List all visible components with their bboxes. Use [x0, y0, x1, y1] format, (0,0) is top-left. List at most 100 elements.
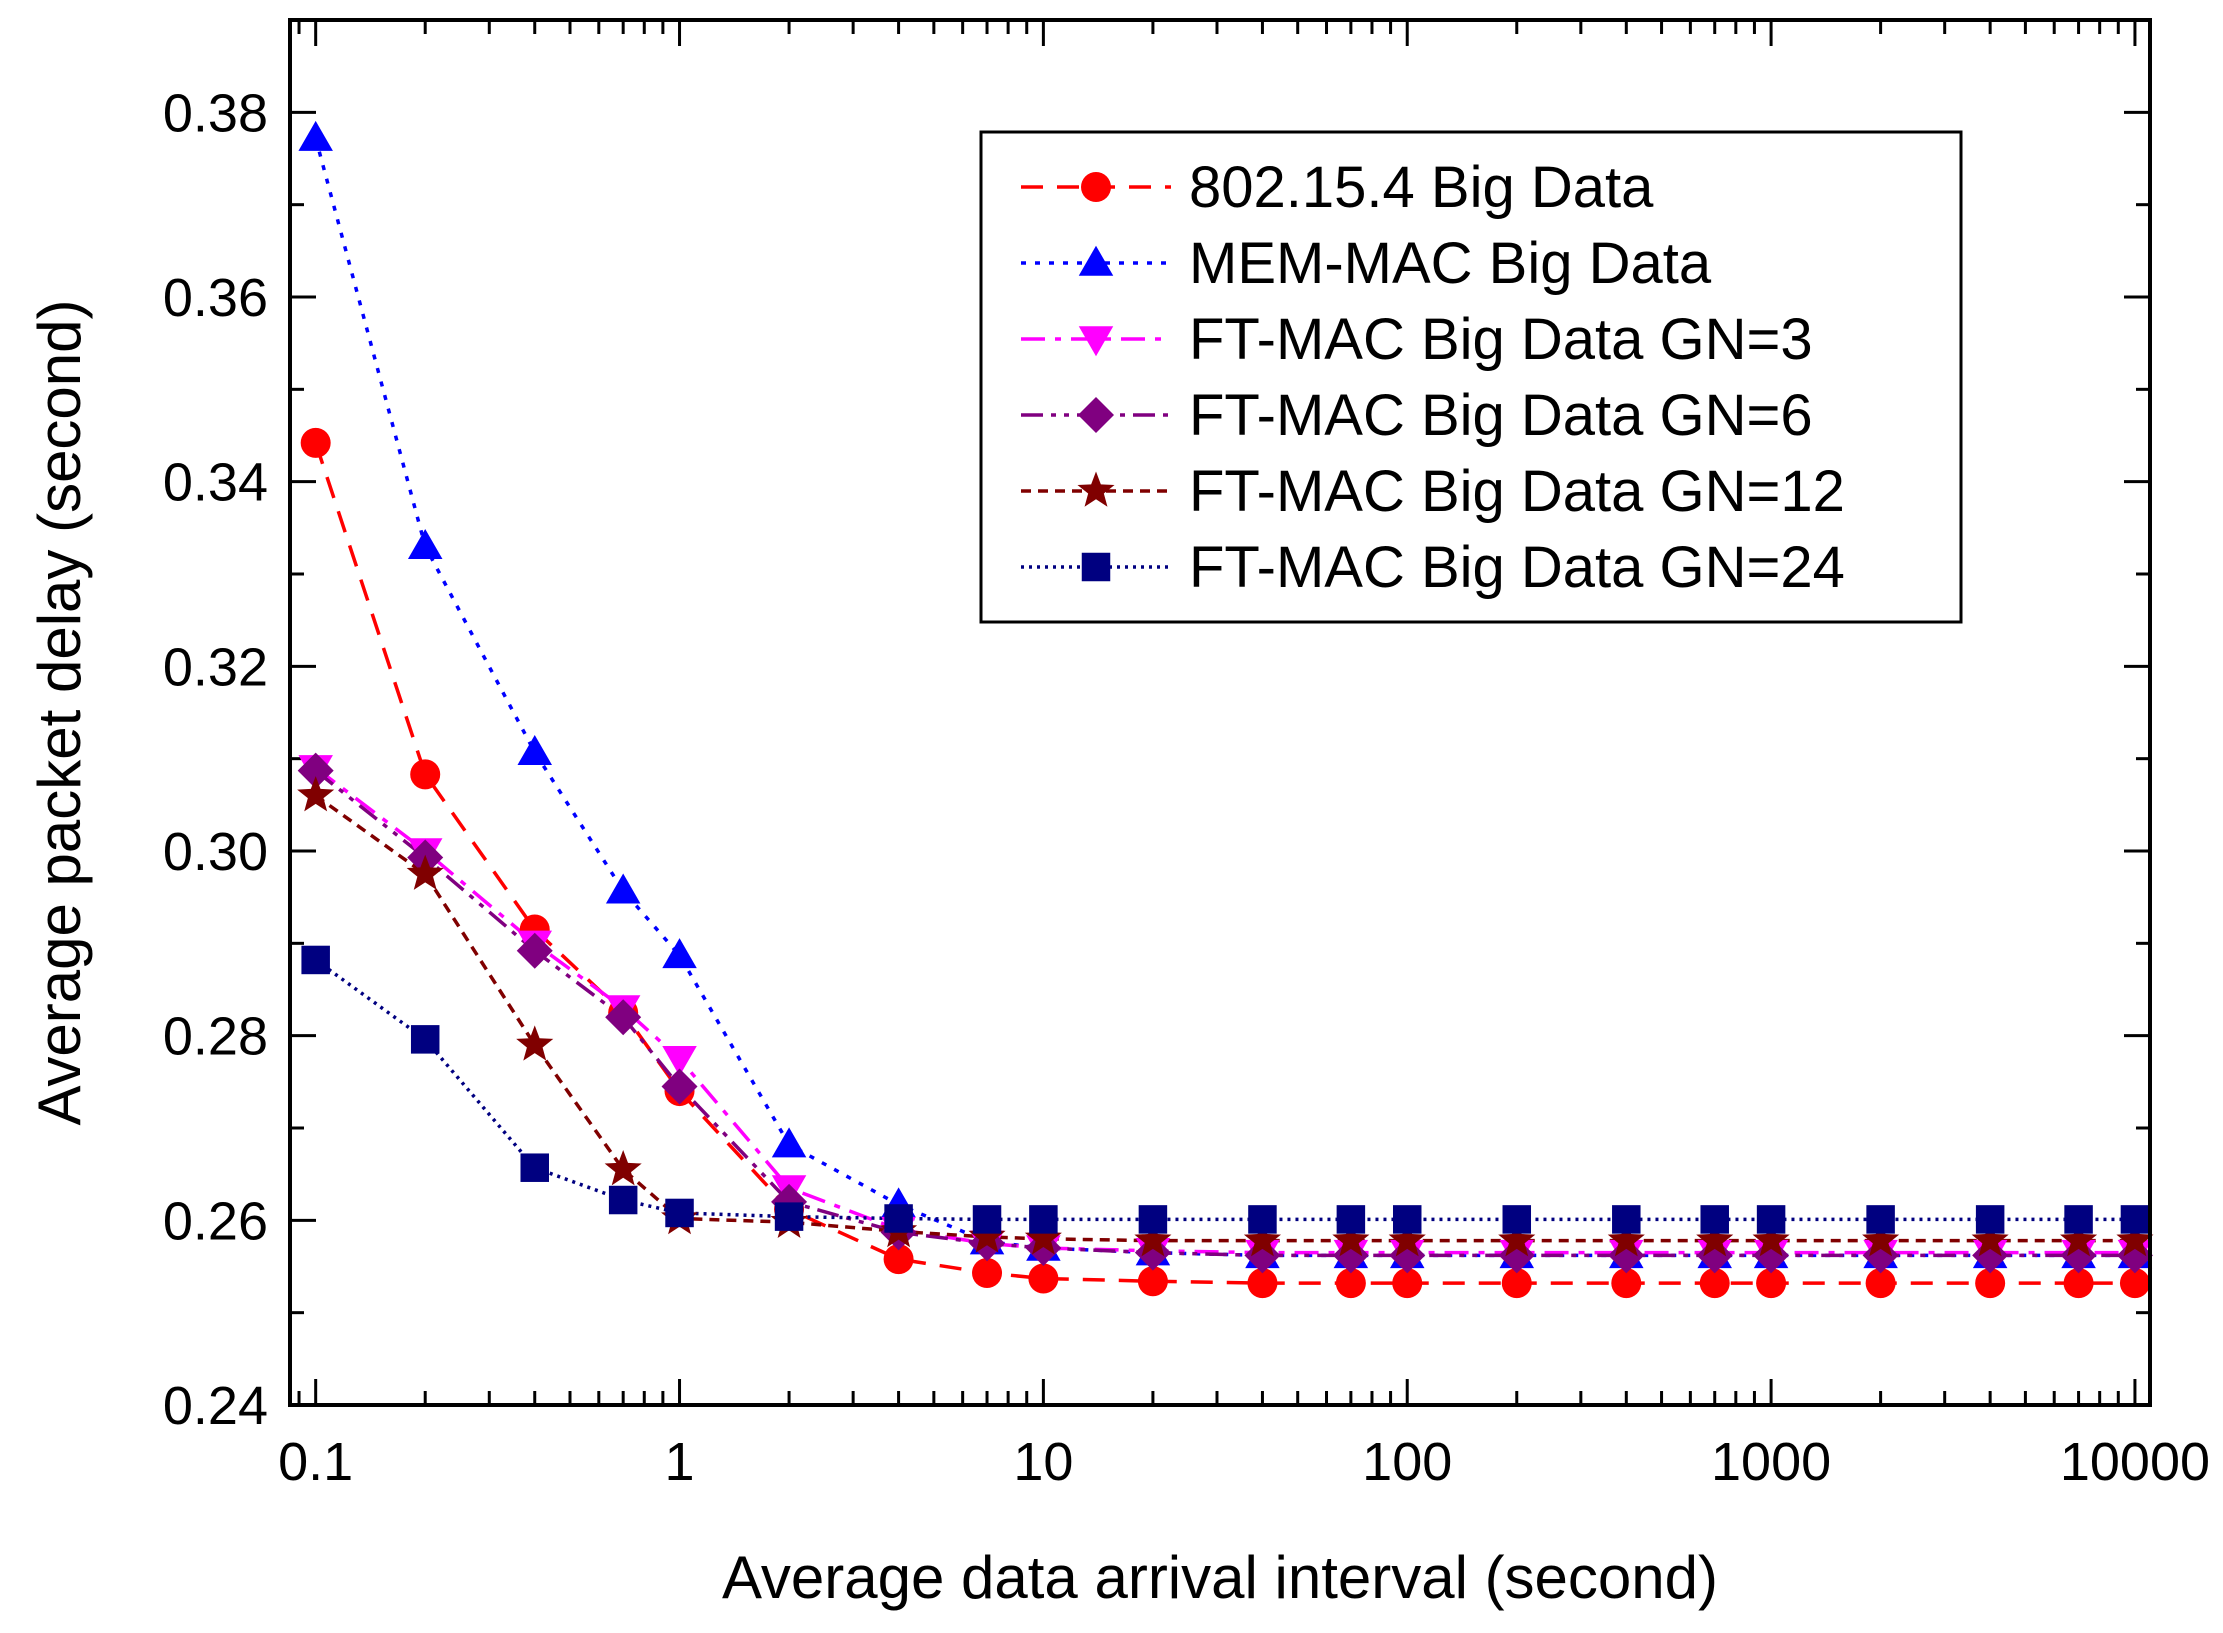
data-point-4 — [1752, 1221, 1790, 1257]
data-point-5 — [1756, 1205, 1786, 1234]
data-point-0 — [1975, 1268, 2006, 1299]
y-tick-label: 0.32 — [163, 637, 268, 697]
y-tick-label: 0.34 — [163, 453, 268, 513]
x-tick-label: 1 — [665, 1432, 695, 1492]
x-tick-label: 10000 — [2060, 1432, 2210, 1492]
data-point-5 — [1138, 1205, 1168, 1234]
data-point-5 — [2120, 1205, 2150, 1234]
data-point-3 — [1134, 1234, 1171, 1271]
y-tick-label: 0.38 — [163, 83, 268, 143]
data-point-1 — [771, 1127, 807, 1158]
data-point-5 — [1336, 1205, 1366, 1234]
data-point-3 — [2116, 1237, 2153, 1274]
data-point-5 — [410, 1025, 440, 1054]
data-point-3 — [1862, 1237, 1899, 1274]
series-line-4 — [314, 794, 2135, 1243]
data-point-4 — [1971, 1221, 2009, 1257]
data-point-0 — [1501, 1268, 1532, 1299]
data-point-4 — [2116, 1221, 2154, 1257]
data-point-5 — [665, 1198, 694, 1228]
data-point-4 — [1696, 1221, 1734, 1257]
legend-label: FT-MAC Big Data GN=12 — [1189, 459, 1845, 524]
data-point-5 — [1975, 1205, 2005, 1234]
data-point-0 — [972, 1257, 1003, 1288]
y-tick-label: 0.30 — [163, 822, 268, 882]
legend-marker — [1077, 471, 1115, 507]
tick-labels: 0.1 1 10 100 1000 10000 0.24 0.26 0.28 0.30 0.32 0.… — [163, 83, 2210, 1492]
y-axis-title: Average packet delay (second) — [26, 299, 93, 1125]
data-point-4 — [1607, 1221, 1645, 1257]
data-point-3 — [1696, 1237, 1733, 1274]
data-point-1 — [662, 938, 697, 969]
data-point-5 — [520, 1153, 549, 1182]
series-markers — [297, 120, 2154, 1299]
data-point-5 — [301, 945, 330, 975]
legend-label: FT-MAC Big Data GN=6 — [1189, 383, 1813, 448]
data-point-4 — [968, 1217, 1006, 1253]
data-point-5 — [1029, 1205, 1058, 1234]
data-point-3 — [297, 752, 334, 789]
data-point-4 — [1024, 1219, 1062, 1255]
series-line-5 — [314, 958, 2135, 1222]
data-point-1 — [605, 873, 641, 904]
data-point-0 — [1611, 1268, 1642, 1299]
data-point-0 — [1865, 1268, 1896, 1299]
data-point-0 — [1699, 1268, 1730, 1299]
series-line-2 — [314, 766, 2135, 1255]
data-point-3 — [516, 932, 553, 969]
data-point-4 — [1332, 1221, 1370, 1257]
data-point-0 — [1247, 1268, 1278, 1299]
data-point-4 — [1498, 1221, 1536, 1257]
plot-frame — [288, 18, 2152, 1407]
data-point-0 — [1392, 1268, 1423, 1299]
data-point-0 — [410, 759, 441, 790]
data-point-5 — [1866, 1205, 1895, 1234]
data-point-3 — [1389, 1237, 1426, 1274]
data-point-5 — [1700, 1205, 1729, 1234]
data-point-4 — [1134, 1221, 1172, 1257]
legend-label: FT-MAC Big Data GN=24 — [1189, 535, 1845, 600]
data-point-4 — [516, 1025, 554, 1061]
y-tick-label: 0.24 — [163, 1376, 268, 1436]
y-tick-label: 0.26 — [163, 1191, 268, 1251]
x-tick-label: 10 — [1013, 1432, 1073, 1492]
data-point-3 — [1244, 1237, 1281, 1274]
data-point-5 — [2064, 1205, 2093, 1234]
y-tick-label: 0.28 — [163, 1007, 268, 1067]
data-point-5 — [1502, 1205, 1532, 1234]
data-point-3 — [1972, 1237, 2009, 1274]
y-tick-label: 0.36 — [163, 268, 268, 328]
data-point-3 — [2060, 1237, 2097, 1274]
legend-marker — [1081, 552, 1111, 582]
data-point-5 — [1392, 1205, 1422, 1234]
data-point-1 — [298, 120, 333, 151]
data-point-0 — [300, 427, 331, 458]
data-point-1 — [517, 734, 552, 765]
x-axis-title: Average data arrival interval (second) — [722, 1544, 1718, 1611]
legend-marker — [1081, 172, 1111, 202]
legend-label: MEM-MAC Big Data — [1189, 231, 1712, 296]
data-point-3 — [1608, 1237, 1645, 1274]
data-point-3 — [661, 1068, 698, 1105]
data-point-0 — [1137, 1266, 1168, 1297]
series-line-3 — [314, 769, 2135, 1258]
data-point-4 — [1243, 1221, 1281, 1257]
data-point-2 — [662, 1046, 697, 1076]
data-point-5 — [884, 1204, 913, 1233]
data-point-4 — [2060, 1221, 2098, 1257]
data-point-0 — [1028, 1263, 1059, 1294]
data-point-3 — [1753, 1237, 1790, 1274]
data-point-5 — [774, 1202, 804, 1231]
data-point-0 — [883, 1244, 914, 1275]
legend: 802.15.4 Big Data MEM-MAC Big Data FT-MAC … — [979, 130, 1963, 624]
data-point-3 — [1332, 1237, 1369, 1274]
series-line-1 — [313, 137, 2135, 1258]
legend-marker — [1078, 397, 1114, 433]
legend-label: 802.15.4 Big Data — [1189, 155, 1654, 220]
legend-box — [979, 130, 1963, 624]
data-point-3 — [605, 999, 642, 1036]
x-tick-label: 100 — [1362, 1432, 1452, 1492]
data-point-0 — [1756, 1268, 1787, 1299]
data-point-0 — [2119, 1268, 2150, 1299]
